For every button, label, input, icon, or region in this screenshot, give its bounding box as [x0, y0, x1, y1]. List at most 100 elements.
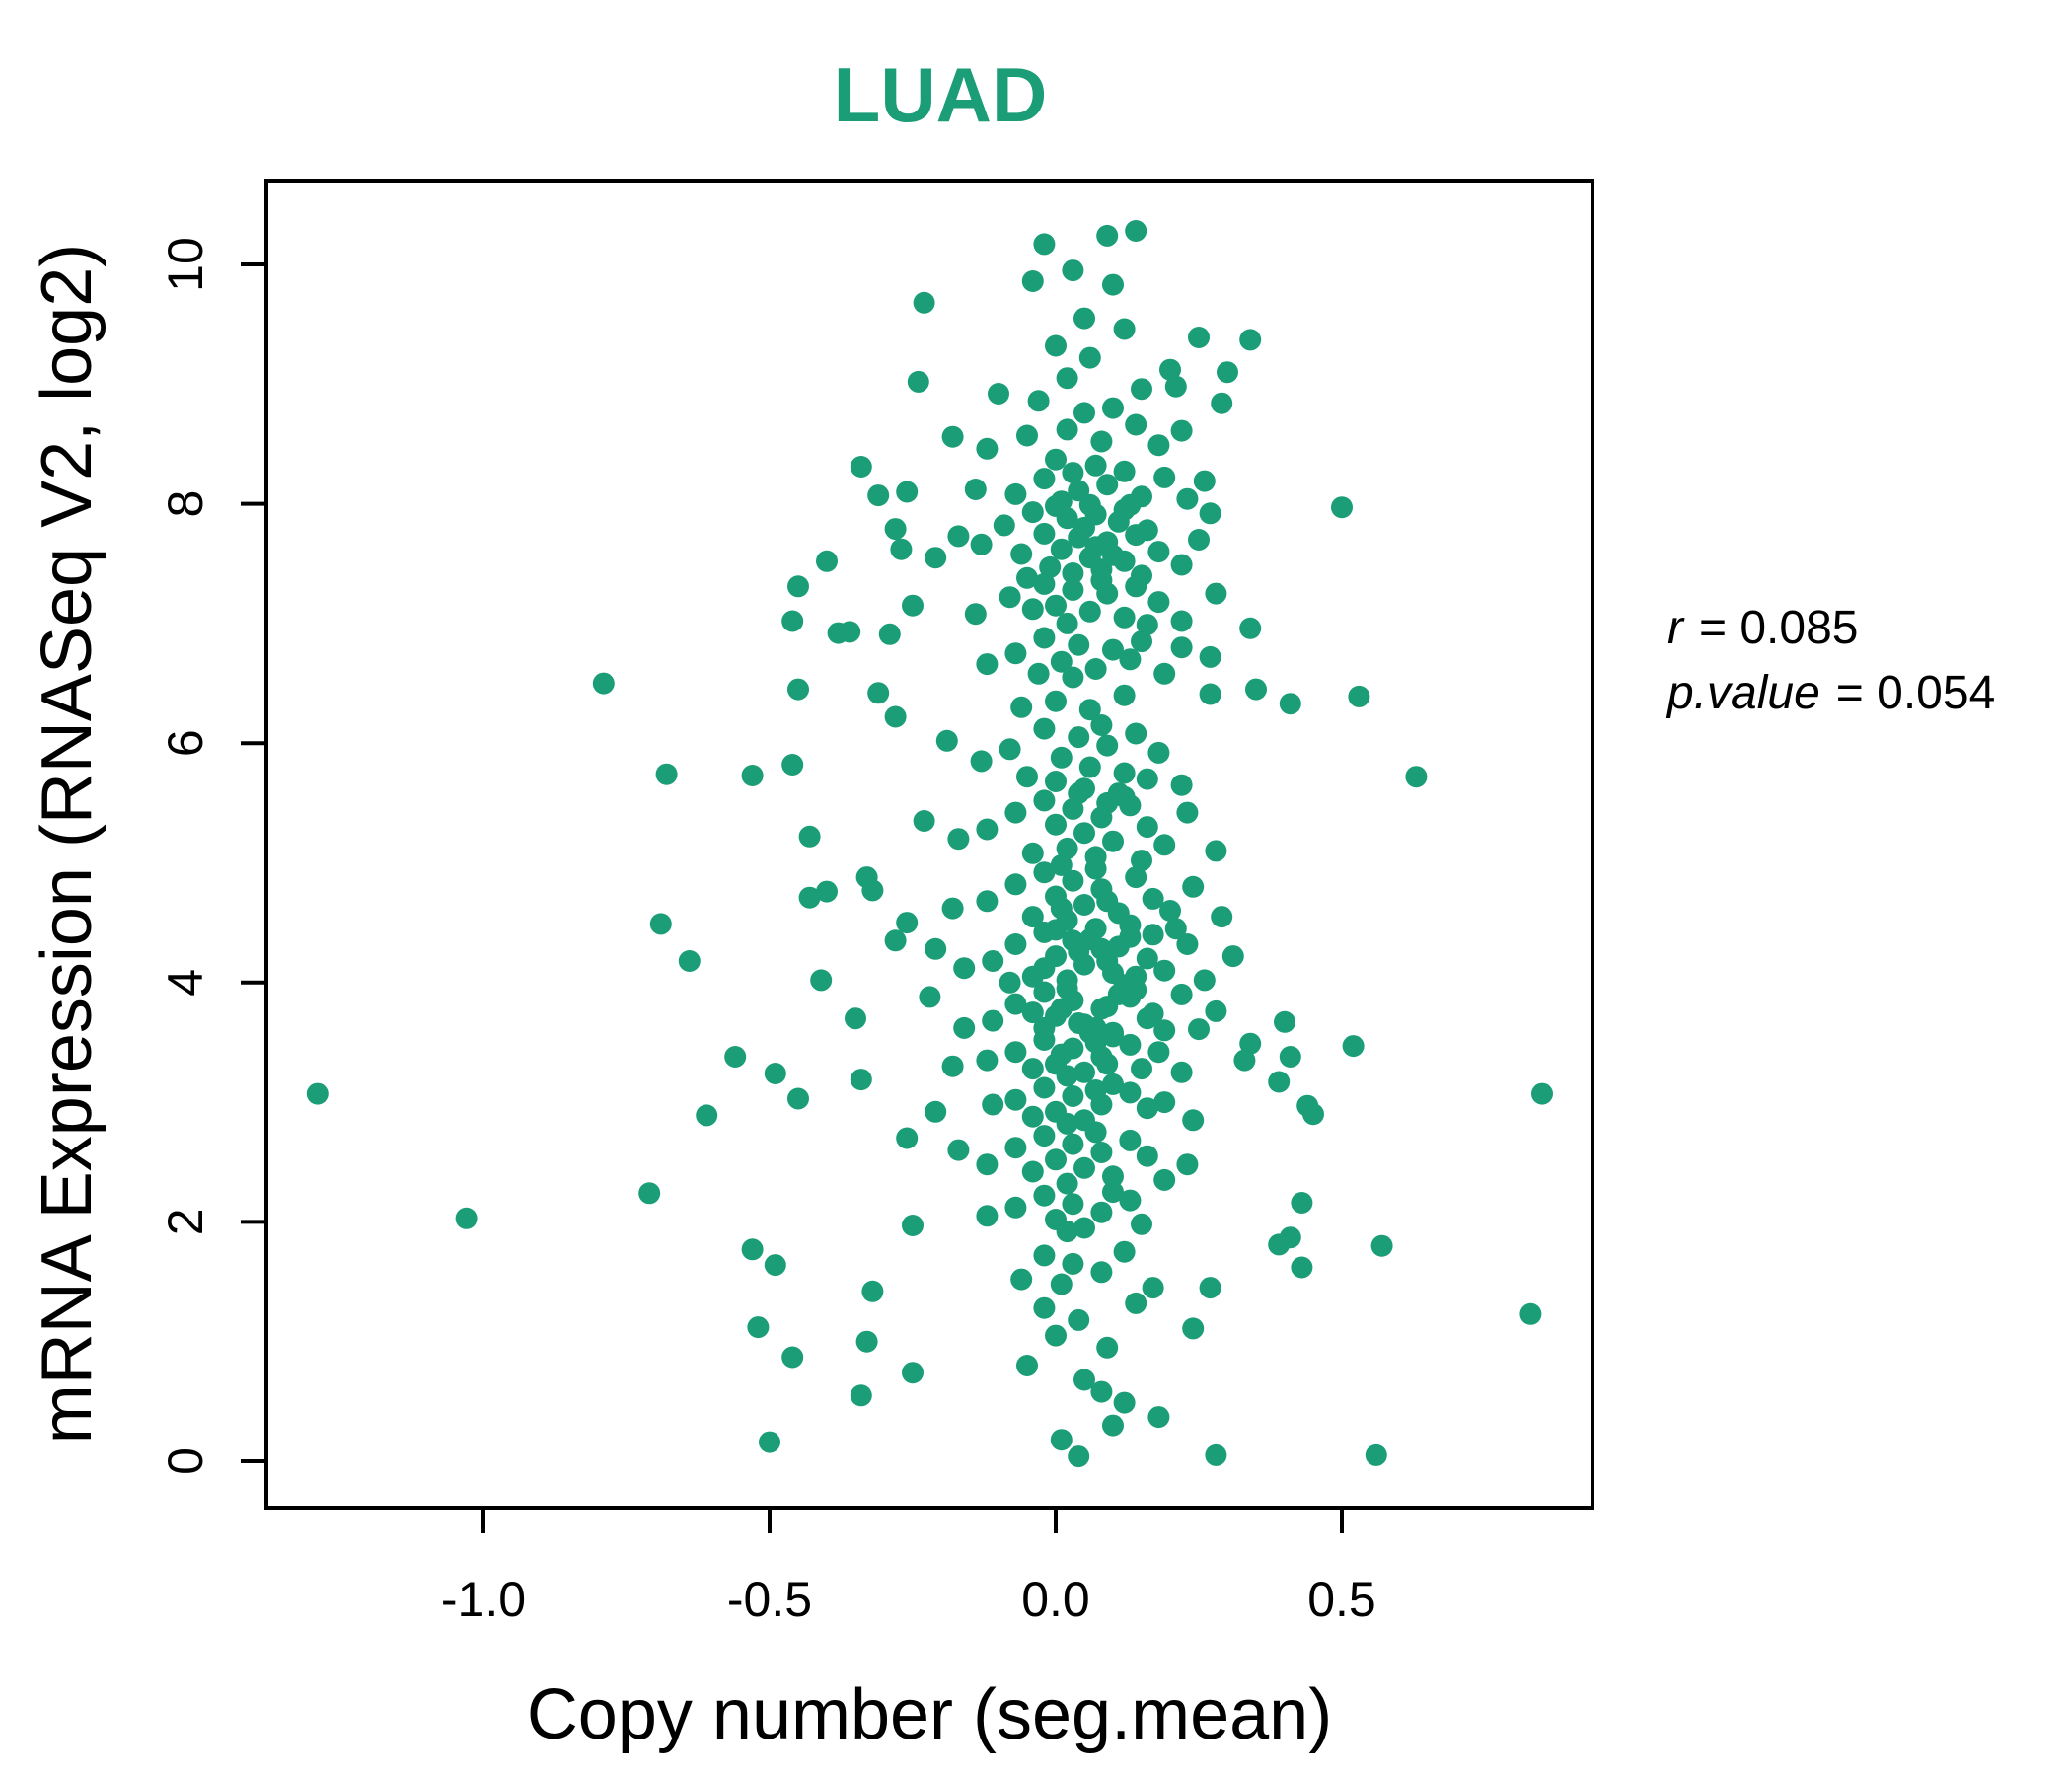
data-point [1096, 890, 1119, 913]
data-point [1119, 1189, 1142, 1212]
data-point [1084, 1121, 1107, 1144]
data-point [1405, 766, 1428, 788]
data-point [1217, 361, 1238, 384]
data-point [1033, 1076, 1056, 1099]
data-point [1084, 536, 1107, 558]
data-point [1119, 1033, 1142, 1056]
data-point [1062, 562, 1084, 584]
y-tick-label: 4 [158, 969, 213, 997]
data-point [787, 678, 809, 701]
data-point [1062, 259, 1084, 282]
data-point [1096, 734, 1119, 757]
data-point [1062, 1252, 1084, 1275]
data-point [1021, 1160, 1044, 1183]
data-point [1027, 662, 1050, 685]
data-point [816, 880, 838, 903]
data-point [1279, 693, 1301, 715]
data-point [1205, 582, 1227, 605]
data-point [1147, 741, 1170, 764]
data-point [999, 971, 1021, 994]
data-point [1176, 1153, 1199, 1176]
data-point [1291, 1256, 1313, 1279]
data-point [1245, 678, 1267, 701]
data-point [902, 594, 924, 617]
x-tick-label: 0.0 [1021, 1572, 1090, 1627]
y-tick-label: 0 [158, 1447, 213, 1475]
data-point [1142, 887, 1164, 910]
data-point [781, 754, 804, 776]
data-point [1073, 1061, 1095, 1083]
data-point [1010, 696, 1033, 718]
data-point [781, 1346, 804, 1369]
data-point [976, 437, 999, 460]
data-point [1239, 329, 1262, 351]
data-point [1147, 434, 1170, 457]
data-point [1056, 977, 1078, 999]
data-point [1027, 390, 1050, 412]
data-point [1291, 1192, 1313, 1214]
data-point [1125, 575, 1147, 598]
data-point [1050, 1429, 1073, 1451]
y-axis-label: mRNA Expression (RNASeq V2, log2) [28, 244, 107, 1443]
data-point [1004, 873, 1027, 896]
data-point [1045, 594, 1067, 617]
data-point [1078, 756, 1101, 778]
data-point [1073, 402, 1095, 424]
data-point [1033, 468, 1056, 490]
data-point [1004, 642, 1027, 665]
data-point [1119, 648, 1142, 671]
data-point [1033, 572, 1056, 595]
data-point [896, 481, 919, 503]
data-point [850, 456, 872, 478]
data-point [798, 886, 821, 909]
data-point [1016, 1355, 1038, 1376]
chart-title: LUAD [834, 51, 1048, 138]
data-point [845, 1007, 866, 1030]
data-point [1136, 947, 1158, 970]
data-point [1016, 766, 1038, 788]
data-point [1056, 1065, 1078, 1087]
data-point [1102, 1165, 1124, 1188]
data-point [1170, 554, 1193, 576]
data-point [1125, 722, 1147, 745]
data-point [787, 1087, 809, 1110]
data-point [1033, 1184, 1056, 1207]
data-point [638, 1182, 661, 1205]
data-point [1021, 1058, 1044, 1080]
data-point [878, 623, 901, 645]
data-point [947, 1139, 970, 1161]
data-point [1050, 1273, 1073, 1295]
data-point [1073, 1369, 1095, 1391]
data-point [976, 890, 999, 913]
data-point [1142, 1277, 1164, 1299]
r-symbol: r [1667, 602, 1685, 654]
data-point [850, 1069, 872, 1091]
data-point [1096, 1336, 1119, 1359]
data-point [1113, 1391, 1136, 1414]
data-point [1205, 840, 1227, 862]
data-point [1096, 224, 1119, 247]
data-point [1113, 318, 1136, 340]
data-point [696, 1104, 718, 1127]
data-point [1153, 466, 1176, 488]
data-point [455, 1207, 478, 1229]
data-point [1021, 1105, 1044, 1128]
data-point [1102, 1414, 1124, 1437]
data-point [925, 1100, 947, 1123]
data-point [947, 525, 970, 548]
data-point [1004, 1196, 1027, 1219]
data-point [1056, 367, 1078, 390]
data-point [678, 950, 701, 972]
y-tick-label: 8 [158, 490, 213, 518]
data-point [839, 621, 861, 643]
data-point [1205, 999, 1227, 1022]
data-point [953, 957, 976, 980]
data-point [1062, 578, 1084, 601]
data-point [970, 750, 993, 773]
data-point [1188, 529, 1210, 551]
data-point [925, 937, 947, 960]
data-point [747, 1316, 770, 1339]
data-point [1170, 610, 1193, 632]
data-point [1033, 717, 1056, 740]
